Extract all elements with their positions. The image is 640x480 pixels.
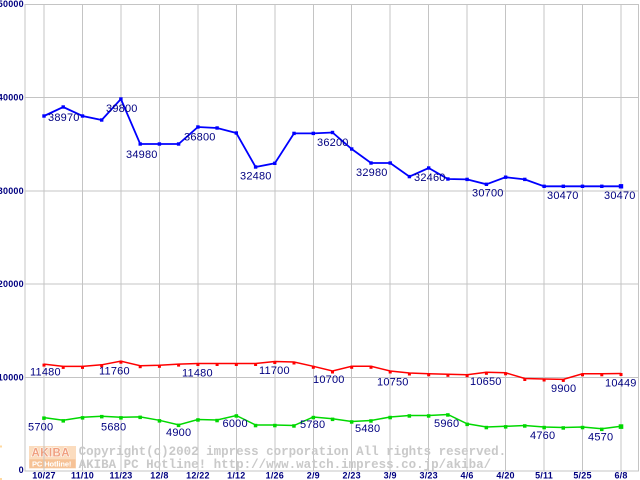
svg-text:30470: 30470 <box>604 190 636 202</box>
svg-text:4570: 4570 <box>588 432 613 444</box>
svg-text:3/9: 3/9 <box>384 471 397 480</box>
svg-text:30470: 30470 <box>547 190 579 202</box>
svg-text:4/20: 4/20 <box>496 471 514 480</box>
svg-text:34980: 34980 <box>126 149 158 161</box>
svg-text:20000: 20000 <box>0 279 24 289</box>
svg-text:11760: 11760 <box>99 366 130 378</box>
svg-text:32980: 32980 <box>356 167 388 179</box>
svg-text:2/23: 2/23 <box>343 471 361 480</box>
svg-text:AKIBA PC Hotline! http://www.: AKIBA PC Hotline! http://www.watch.impre… <box>79 458 492 472</box>
svg-text:50000: 50000 <box>0 0 24 9</box>
svg-text:0: 0 <box>19 465 24 475</box>
svg-text:4900: 4900 <box>166 427 191 439</box>
svg-text:39800: 39800 <box>106 103 138 115</box>
svg-text:10000: 10000 <box>0 373 24 383</box>
svg-text:12/8: 12/8 <box>150 471 168 480</box>
svg-text:5/25: 5/25 <box>573 471 591 480</box>
svg-text:5700: 5700 <box>28 422 53 434</box>
svg-text:AKIBA: AKIBA <box>32 448 70 460</box>
svg-text:Copyright(c)2002 impress corpo: Copyright(c)2002 impress corporation All… <box>79 445 507 459</box>
svg-text:11/10: 11/10 <box>71 471 94 480</box>
svg-text:40000: 40000 <box>0 92 24 102</box>
svg-text:32480: 32480 <box>240 171 272 183</box>
svg-text:10650: 10650 <box>470 376 502 388</box>
svg-text:11480: 11480 <box>182 368 213 380</box>
svg-text:4/6: 4/6 <box>461 471 474 480</box>
svg-text:32460: 32460 <box>414 172 446 184</box>
svg-text:5780: 5780 <box>300 419 325 431</box>
svg-text:30000: 30000 <box>0 186 24 196</box>
svg-text:3/23: 3/23 <box>420 471 438 480</box>
svg-text:10750: 10750 <box>377 377 409 389</box>
svg-text:5480: 5480 <box>355 423 380 435</box>
svg-text:36200: 36200 <box>317 137 349 149</box>
svg-text:36800: 36800 <box>184 132 216 144</box>
svg-text:1/12: 1/12 <box>227 471 245 480</box>
svg-text:6/8: 6/8 <box>614 471 627 480</box>
svg-text:5/11: 5/11 <box>535 471 553 480</box>
svg-text:6000: 6000 <box>223 418 248 430</box>
svg-text:4760: 4760 <box>530 430 555 442</box>
svg-text:10/27: 10/27 <box>32 471 56 480</box>
svg-text:PC Hotline!: PC Hotline! <box>32 459 71 468</box>
svg-text:11700: 11700 <box>259 365 290 377</box>
svg-text:1/26: 1/26 <box>266 471 284 480</box>
svg-text:30700: 30700 <box>472 188 504 200</box>
svg-text:5680: 5680 <box>101 422 126 434</box>
svg-text:2/9: 2/9 <box>307 471 320 480</box>
svg-text:11/23: 11/23 <box>109 471 132 480</box>
svg-text:10700: 10700 <box>313 374 345 386</box>
svg-text:9900: 9900 <box>551 383 576 395</box>
svg-text:12/22: 12/22 <box>186 471 210 480</box>
svg-text:5960: 5960 <box>434 418 459 430</box>
svg-text:11480: 11480 <box>30 367 61 379</box>
svg-text:38970: 38970 <box>48 112 80 124</box>
svg-text:10449: 10449 <box>605 378 637 390</box>
